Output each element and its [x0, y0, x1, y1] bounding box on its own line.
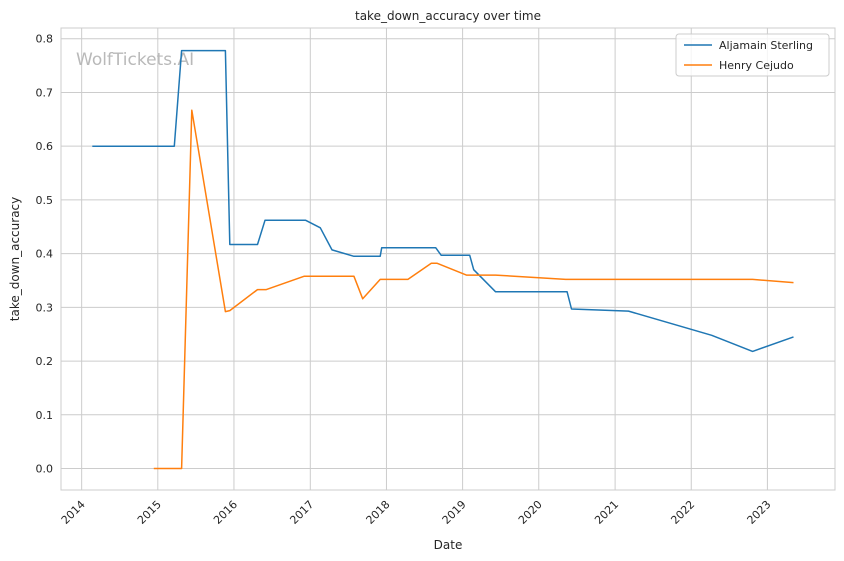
y-tick-label: 0.8	[36, 33, 54, 46]
y-tick-label: 0.3	[36, 301, 54, 314]
x-tick-label: 2015	[135, 498, 164, 527]
y-tick-label: 0.5	[36, 194, 54, 207]
watermark: WolfTickets.AI	[76, 50, 194, 70]
x-tick-label: 2022	[668, 498, 697, 527]
y-tick-label: 0.2	[36, 355, 54, 368]
x-tick-label: 2017	[287, 498, 316, 527]
y-tick-label: 0.6	[36, 140, 54, 153]
series-line-aljamain-sterling	[92, 49, 794, 353]
x-axis-label: Date	[434, 538, 463, 552]
x-tick-label: 2018	[364, 498, 393, 527]
x-tick-label: 2019	[440, 498, 469, 527]
y-axis-label: take_down_accuracy	[8, 197, 22, 321]
y-tick-label: 0.7	[36, 86, 54, 99]
legend-label-aljamain-sterling: Aljamain Sterling	[719, 39, 813, 52]
y-tick-labels: 0.0 0.1 0.2 0.3 0.4 0.5 0.6 0.7 0.8	[36, 33, 54, 476]
grid-lines	[61, 28, 835, 490]
legend: Aljamain Sterling Henry Cejudo	[675, 33, 830, 77]
x-tick-label: 2016	[211, 498, 240, 527]
legend-box	[675, 33, 830, 77]
chart-title: take_down_accuracy over time	[355, 9, 541, 23]
series-lines	[92, 49, 794, 470]
x-tick-label: 2021	[592, 498, 621, 527]
y-tick-label: 0.0	[36, 463, 54, 476]
y-tick-label: 0.1	[36, 409, 54, 422]
plot-frame	[60, 27, 836, 491]
x-tick-label: 2023	[745, 498, 774, 527]
series-line-henry-cejudo	[153, 109, 794, 470]
y-tick-label: 0.4	[36, 248, 54, 261]
x-tick-label: 2020	[516, 498, 545, 527]
x-tick-labels: 2014 2015 2016 2017 2018 2019 2020 2021 2022 2023	[59, 498, 774, 527]
x-tick-label: 2014	[59, 498, 88, 527]
legend-label-henry-cejudo: Henry Cejudo	[719, 59, 794, 72]
